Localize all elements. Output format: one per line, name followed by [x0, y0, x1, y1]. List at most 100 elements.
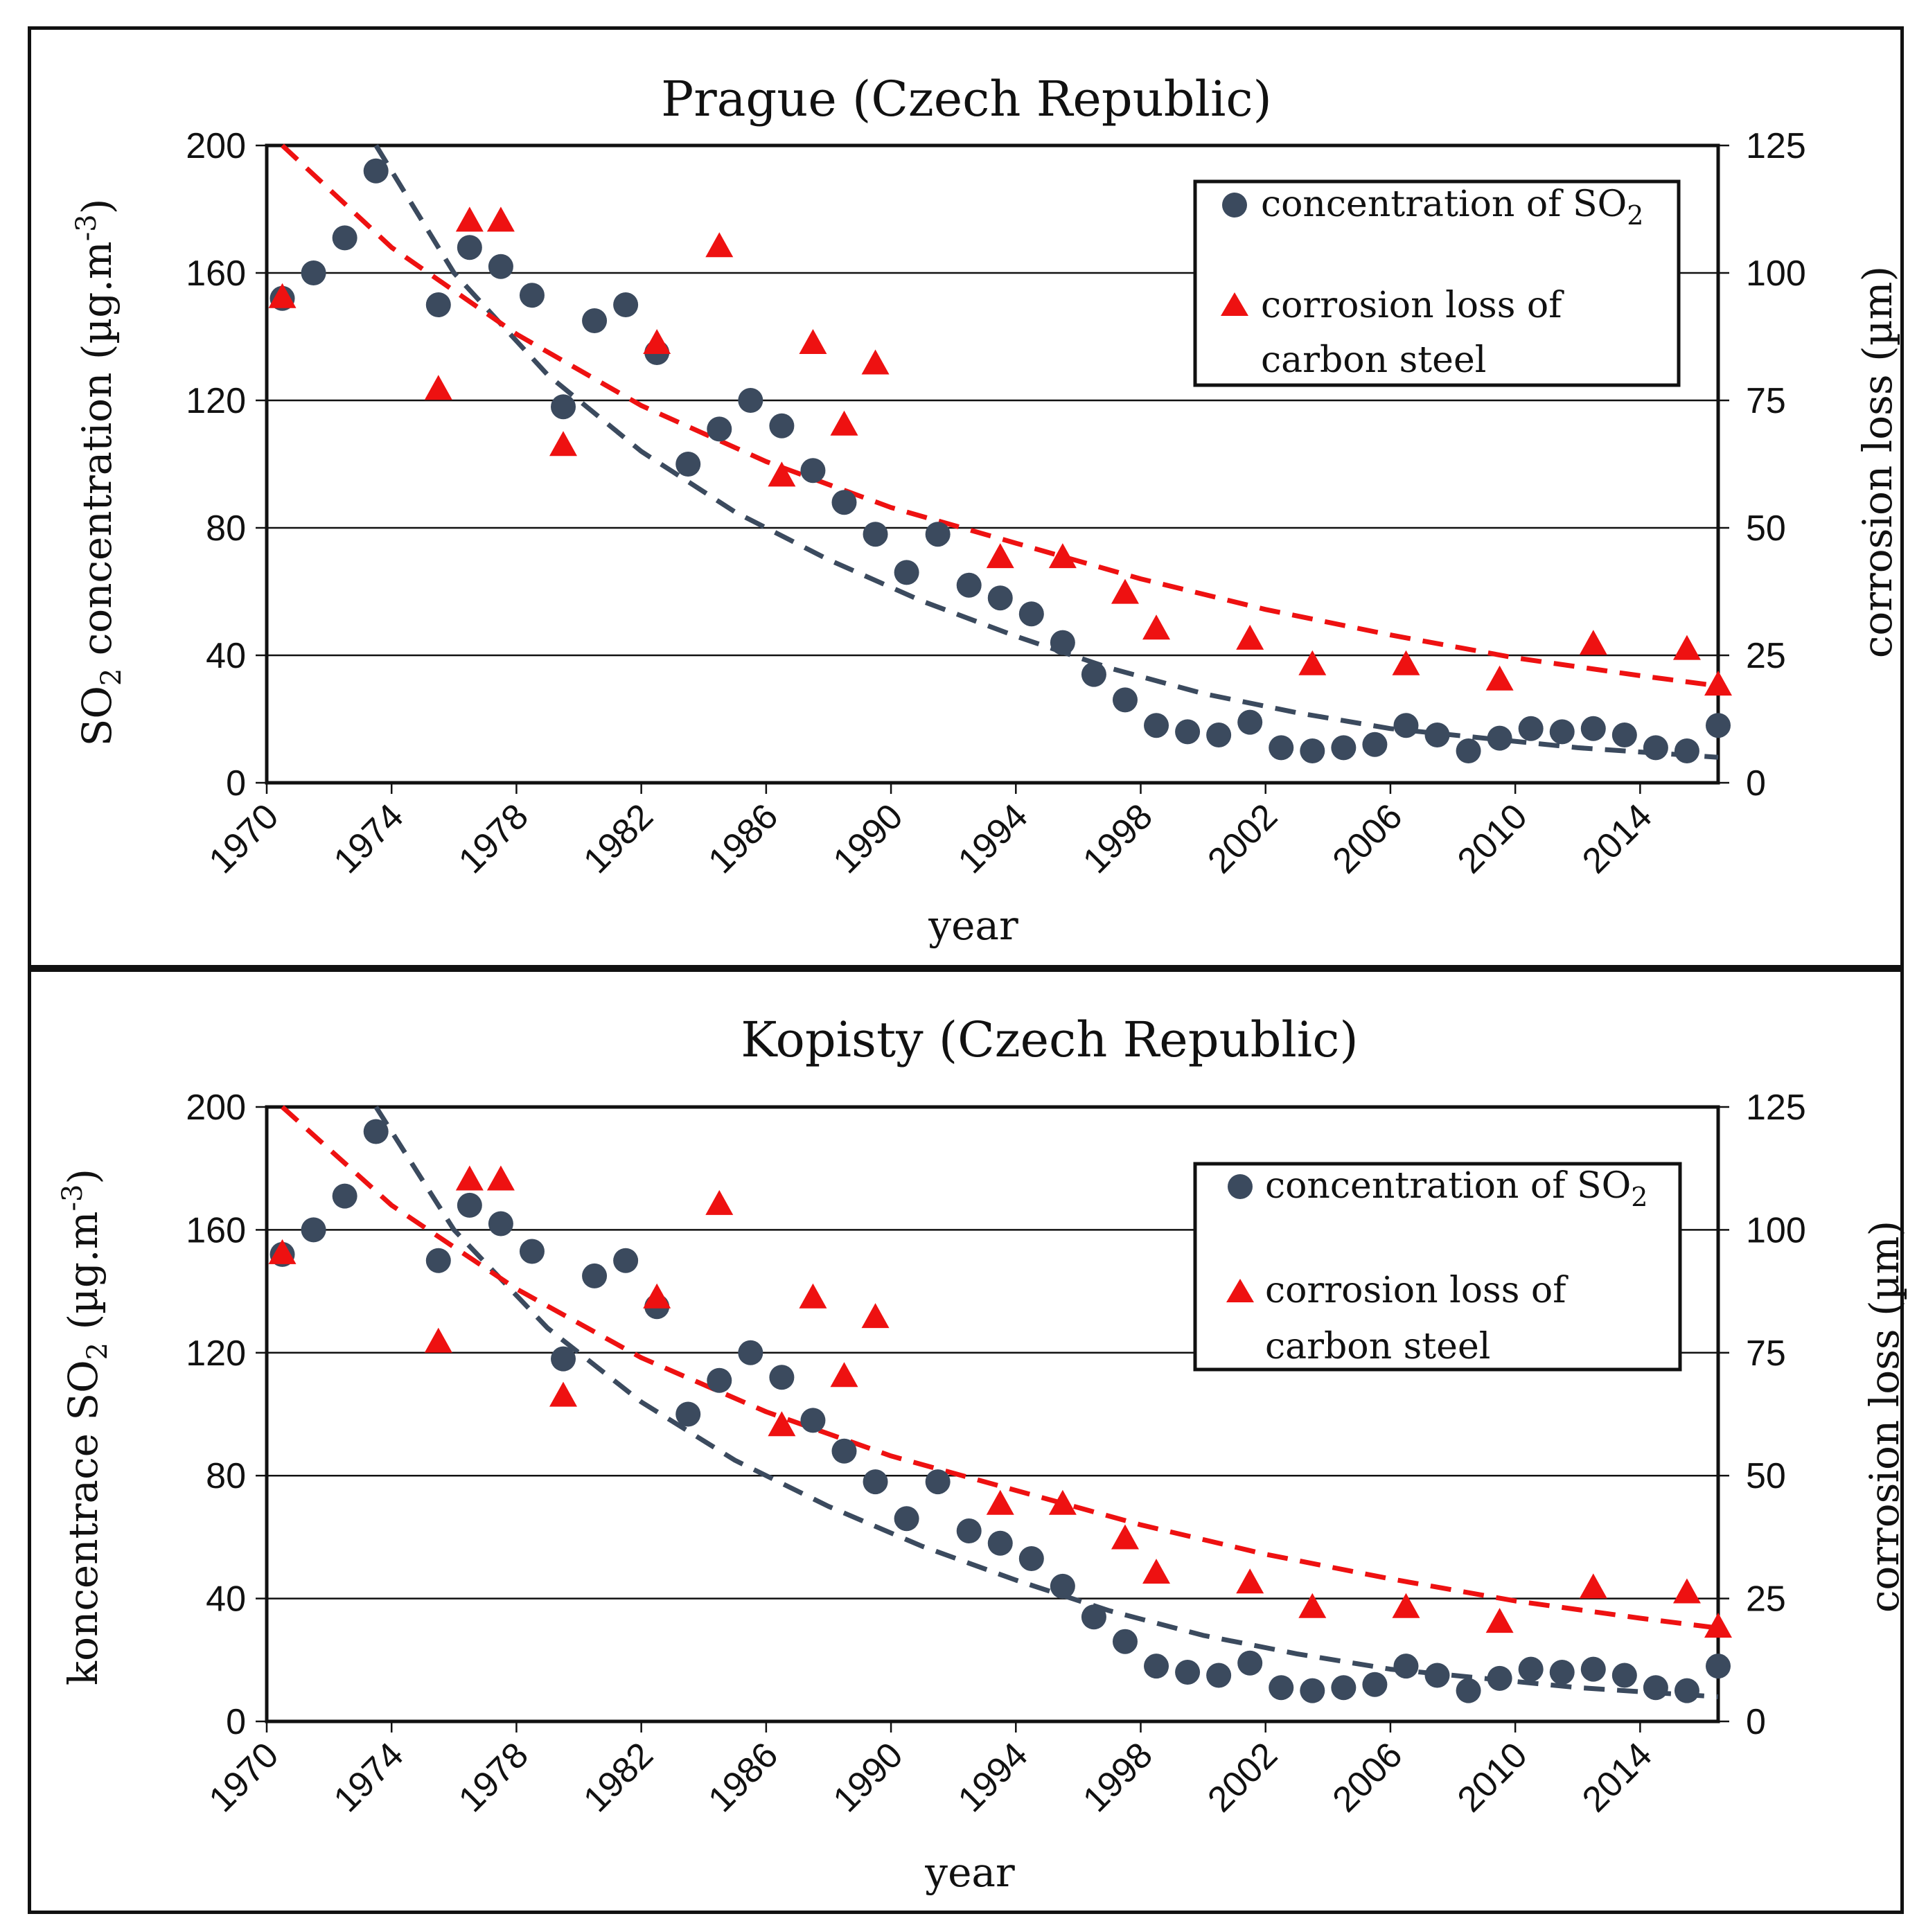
chart-kopisty: Kopisty (Czech Republic) year koncentrac…: [57, 1011, 1908, 1896]
legend-circle-marker: [1222, 193, 1247, 218]
legend-label-so2: concentration of SO2: [1265, 1165, 1647, 1212]
y2-tick-label: 100: [1746, 1210, 1806, 1250]
so2-point: [987, 1530, 1013, 1556]
so2-point: [1300, 738, 1325, 763]
corrosion-point: [861, 349, 890, 375]
corrosion-point: [986, 1489, 1014, 1515]
x-axis-title: year: [924, 1849, 1015, 1896]
so2-point: [582, 308, 608, 333]
so2-point: [1018, 1545, 1044, 1571]
so2-point: [1331, 735, 1357, 761]
corrosion-point: [455, 206, 484, 232]
trend-line-corrosion: [281, 1105, 1719, 1631]
so2-point: [1237, 709, 1263, 735]
so2-point: [488, 254, 513, 279]
x-tick-label: 1970: [202, 1735, 287, 1820]
legend-box: [1193, 179, 1681, 387]
so2-point: [363, 158, 389, 184]
y2-tick-label: 0: [1746, 763, 1766, 804]
corrosion-point: [424, 375, 452, 400]
so2-point: [1237, 1650, 1263, 1676]
so2-point: [956, 572, 982, 598]
so2-point: [738, 388, 763, 413]
so2-point: [1144, 1654, 1169, 1679]
x-tick-label: 2010: [1450, 1735, 1535, 1820]
so2-point: [894, 560, 919, 585]
so2-point: [1331, 1675, 1357, 1701]
so2-point: [1175, 1660, 1201, 1685]
legend-label-corrosion-line2: carbon steel: [1265, 1326, 1490, 1367]
corrosion-point: [1392, 1593, 1420, 1618]
so2-point: [1456, 738, 1481, 763]
so2-point: [1050, 630, 1075, 655]
chart-title: Prague (Czech Republic): [661, 71, 1272, 127]
corrosion-point: [1672, 1578, 1701, 1604]
so2-point: [551, 394, 576, 420]
so2-point: [1269, 1675, 1294, 1701]
corrosion-point: [1142, 614, 1171, 640]
y2-tick-label: 125: [1746, 126, 1806, 166]
y-tick-label: 0: [226, 763, 246, 804]
legend-label-corrosion-line2: carbon steel: [1261, 339, 1486, 381]
x-tick-label: 2010: [1450, 796, 1535, 881]
x-tick-label: 2006: [1325, 796, 1411, 881]
y2-tick-label: 50: [1746, 508, 1786, 549]
plot-frame: [265, 1105, 1720, 1723]
chart-prague: Prague (Czech Republic) year SO2 concent…: [71, 71, 1901, 949]
corrosion-point: [268, 1239, 297, 1264]
legend-label-corrosion-line1: corrosion loss of: [1261, 285, 1564, 326]
so2-point: [613, 1248, 639, 1273]
so2-point: [582, 1263, 608, 1288]
y-tick-label: 80: [206, 508, 246, 549]
so2-point: [863, 522, 888, 547]
so2-point: [301, 260, 326, 285]
legend: concentration of SO2 corrosion loss of c…: [1193, 179, 1681, 387]
y-tick-label: 160: [186, 254, 246, 294]
so2-point: [1549, 719, 1575, 745]
x-tick-label: 2014: [1575, 796, 1660, 881]
corrosion-point: [1111, 578, 1139, 604]
so2-point: [1706, 1654, 1731, 1679]
y2-tick-label: 75: [1746, 1333, 1786, 1374]
so2-point: [519, 1239, 545, 1264]
so2-point: [1300, 1678, 1325, 1703]
legend-circle-marker: [1228, 1174, 1253, 1199]
so2-point: [1081, 1604, 1106, 1630]
x-tick-label: 1998: [1075, 1735, 1160, 1820]
x-tick-label: 1994: [951, 796, 1036, 881]
x-tick-label: 1974: [326, 796, 412, 881]
plot-area: 0 40 80 120 160 200 0 25 50 75 100 125 1970 1974 1978 1…: [186, 126, 1806, 881]
so2-point: [363, 1119, 389, 1144]
so2-point: [769, 1365, 795, 1390]
y2-tick-label: 125: [1746, 1088, 1806, 1128]
x-tick-label: 2014: [1575, 1735, 1660, 1820]
so2-point: [1393, 713, 1419, 738]
so2-point: [1487, 725, 1512, 751]
so2-point: [925, 522, 951, 547]
so2-point: [1393, 1654, 1419, 1679]
so2-point: [488, 1211, 513, 1237]
corrosion-point: [455, 1165, 484, 1191]
x-tick-label: 1986: [701, 796, 786, 881]
corrosion-point: [1485, 665, 1514, 691]
so2-point: [1643, 735, 1668, 761]
x-tick-label: 1982: [576, 1735, 661, 1820]
x-tick-label: 1994: [951, 1735, 1036, 1820]
corrosion-point: [830, 410, 858, 436]
x-tick-label: 1978: [451, 796, 536, 881]
y2-tick-label: 25: [1746, 1579, 1786, 1620]
so2-point: [1362, 1672, 1388, 1697]
so2-point: [1050, 1573, 1075, 1599]
so2-point: [1456, 1678, 1481, 1703]
corrosion-point: [268, 283, 297, 308]
so2-point: [894, 1506, 919, 1532]
x-tick-label: 1986: [701, 1735, 786, 1820]
so2-point: [1611, 723, 1637, 747]
legend-triangle-marker: [1226, 1279, 1254, 1302]
so2-point: [1081, 662, 1106, 687]
y-tick-label: 0: [226, 1702, 246, 1742]
corrosion-point: [1579, 630, 1607, 655]
so2-point: [1206, 1663, 1232, 1688]
y-tick-label: 200: [186, 1088, 246, 1128]
